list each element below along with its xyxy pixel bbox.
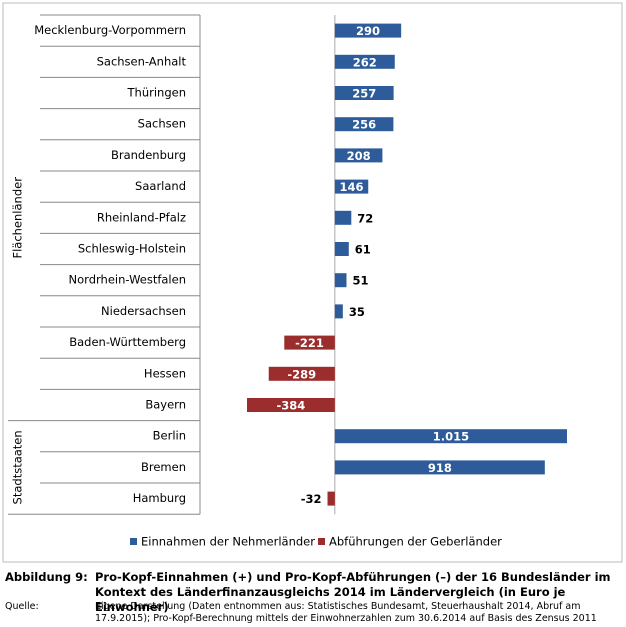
category-label: Baden-Württemberg <box>69 335 186 349</box>
bar <box>334 23 402 38</box>
value-label: 1.015 <box>433 430 469 444</box>
bar <box>334 210 352 225</box>
category-label: Thüringen <box>127 86 186 100</box>
bar <box>334 86 394 100</box>
category-label: Rheinland-Pfalz <box>97 210 186 224</box>
source-label: Quelle: <box>5 601 39 612</box>
category-label: Sachsen <box>138 117 186 131</box>
category-label: Sachsen-Anhalt <box>97 54 187 68</box>
group-label: Stadtstaaten <box>11 430 25 504</box>
legend-label: Einnahmen der Nehmerländer <box>141 535 315 549</box>
value-label: 290 <box>356 24 380 38</box>
source-text: Eigene Darstellung (Daten entnommen aus:… <box>95 601 597 624</box>
value-label: 146 <box>340 180 364 194</box>
value-label: -221 <box>295 336 324 350</box>
value-label: 72 <box>357 211 373 225</box>
value-label: 61 <box>355 243 371 257</box>
bar <box>334 460 545 475</box>
category-label: Saarland <box>135 179 186 193</box>
bar <box>268 366 335 381</box>
value-label: 918 <box>428 461 452 475</box>
category-label: Nordrhein-Westfalen <box>69 273 186 287</box>
category-label: Schleswig-Holstein <box>78 242 186 256</box>
legend-swatch <box>130 538 137 545</box>
value-label: 35 <box>349 305 365 319</box>
group-label: Flächenländer <box>11 177 25 259</box>
bar <box>334 148 383 163</box>
bar <box>334 429 567 444</box>
legend-label: Abführungen der Geberländer <box>329 535 502 549</box>
chart: Mecklenburg-Vorpommern Sachsen-Anhalt Thür… <box>2 2 623 563</box>
value-label: 262 <box>353 55 377 69</box>
value-label: 257 <box>352 87 376 101</box>
bar <box>334 117 394 132</box>
bar <box>247 398 335 412</box>
caption-text: Pro-Kopf-Einnahmen (+) und Pro-Kopf-Abfü… <box>95 570 611 614</box>
bar <box>334 54 395 69</box>
bar <box>284 335 335 350</box>
value-label: -32 <box>301 492 322 506</box>
category-label: Berlin <box>153 429 186 443</box>
bar <box>334 304 343 319</box>
category-label: Hessen <box>144 366 186 380</box>
value-label: 51 <box>352 274 368 288</box>
legend-swatch <box>318 538 325 545</box>
category-label: Brandenburg <box>111 148 186 162</box>
bar <box>334 273 347 288</box>
value-label: 208 <box>347 149 371 163</box>
category-label: Niedersachsen <box>101 304 186 318</box>
caption-label: Abbildung 9: <box>5 570 88 584</box>
category-label: Bremen <box>141 460 186 474</box>
bar <box>334 179 369 194</box>
category-label: Mecklenburg-Vorpommern <box>34 23 186 37</box>
value-label: 256 <box>352 118 376 132</box>
value-label: -384 <box>277 399 306 413</box>
value-label: -289 <box>287 367 316 381</box>
category-label: Hamburg <box>133 491 186 505</box>
bar <box>334 242 349 256</box>
bar <box>327 491 335 506</box>
category-label: Bayern <box>145 398 186 412</box>
